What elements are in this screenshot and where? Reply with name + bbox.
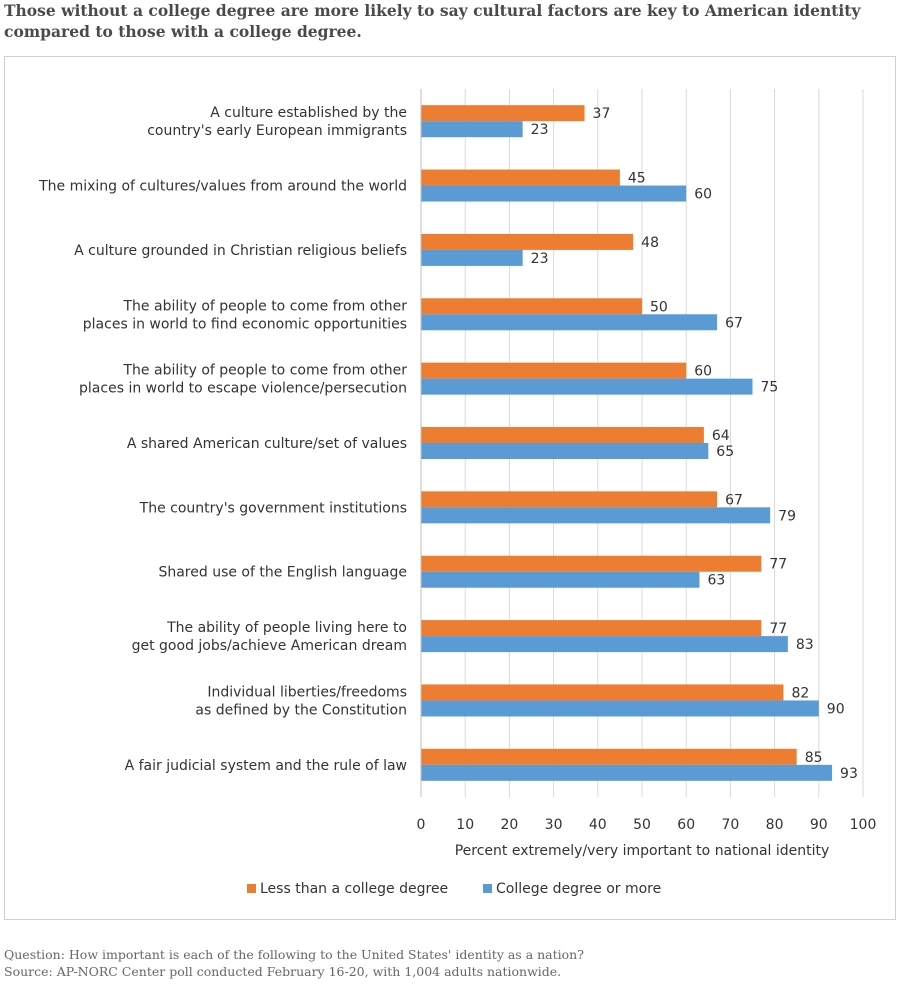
data-label: 65 (716, 444, 734, 460)
data-label: 83 (796, 637, 814, 653)
bar (421, 105, 585, 122)
category-label: The ability of people to come from other (123, 363, 408, 379)
category-label: A fair judicial system and the rule of l… (125, 758, 407, 774)
category-label: A shared American culture/set of values (127, 436, 407, 452)
bar (421, 684, 784, 701)
category-label: The ability of people living here to (166, 620, 407, 636)
x-tick-label: 10 (456, 817, 474, 833)
bar (421, 571, 700, 588)
x-tick-label: 90 (810, 817, 828, 833)
bar (421, 620, 762, 637)
category-label: get good jobs/achieve American dream (132, 638, 407, 654)
footnote-question: Question: How important is each of the f… (4, 947, 584, 962)
bar (421, 298, 642, 315)
data-label: 77 (769, 621, 787, 637)
bar (421, 185, 687, 202)
data-label: 37 (593, 106, 611, 122)
category-label: The country's government institutions (139, 500, 407, 516)
data-label: 82 (791, 685, 809, 701)
data-label: 23 (531, 122, 549, 138)
data-label: 75 (761, 380, 779, 396)
x-tick-label: 60 (677, 817, 695, 833)
x-tick-label: 30 (545, 817, 563, 833)
headline-line-2: compared to those with a college degree. (4, 22, 362, 41)
category-label: Individual liberties/freedoms (207, 684, 407, 700)
data-label: 67 (725, 492, 743, 508)
bar (421, 443, 709, 459)
bar (421, 491, 718, 508)
x-tick-label: 80 (766, 817, 784, 833)
bar (421, 233, 634, 250)
bar (421, 427, 704, 443)
bar-chart: 37 23 A culture established by the country'… (38, 89, 877, 897)
category-label: places in world to find economic opportu… (83, 316, 407, 332)
headline-line-1: Those without a college degree are more … (4, 1, 861, 20)
category-label: Shared use of the English language (158, 565, 407, 581)
data-label: 79 (778, 508, 796, 524)
data-label: 63 (707, 573, 725, 589)
data-label: 93 (840, 766, 858, 782)
bar (421, 362, 687, 379)
bar (421, 700, 819, 717)
data-label: 50 (650, 299, 668, 315)
bar (421, 636, 788, 653)
bar (421, 507, 771, 524)
bar (421, 555, 762, 572)
x-tick-label: 0 (417, 817, 426, 833)
data-label: 90 (827, 701, 845, 717)
data-label: 45 (628, 171, 646, 187)
x-tick-label: 100 (850, 817, 877, 833)
x-tick-label: 70 (721, 817, 739, 833)
x-axis-title: Percent extremely/very important to nati… (455, 843, 830, 859)
legend-swatch (247, 884, 256, 893)
data-label: 77 (769, 557, 787, 573)
data-label: 67 (725, 315, 743, 331)
bar (421, 169, 620, 186)
bar (421, 764, 833, 781)
data-label: 60 (694, 187, 712, 203)
data-label: 85 (805, 750, 823, 766)
bar (421, 378, 753, 395)
data-label: 64 (712, 428, 730, 444)
chart-frame: 37 23 A culture established by the country'… (4, 56, 896, 920)
legend-label: College degree or more (496, 881, 661, 897)
category-label: as defined by the Constitution (195, 702, 407, 718)
category-label: The ability of people to come from other (123, 298, 408, 314)
category-label: A culture established by the (210, 105, 407, 121)
bar (421, 121, 523, 138)
data-label: 23 (531, 251, 549, 267)
footnote-source: Source: AP-NORC Center poll conducted Fe… (4, 964, 562, 979)
x-tick-label: 50 (633, 817, 651, 833)
category-label: A culture grounded in Christian religiou… (74, 243, 407, 259)
bar (421, 748, 797, 765)
chart-headline: Those without a college degree are more … (4, 0, 894, 42)
category-label: country's early European immigrants (147, 123, 407, 139)
bar (421, 314, 718, 331)
category-label: places in world to escape violence/perse… (79, 381, 407, 397)
x-tick-label: 20 (500, 817, 518, 833)
x-tick-label: 40 (589, 817, 607, 833)
bar (421, 249, 523, 266)
footnote: Question: How important is each of the f… (4, 946, 894, 980)
category-label: The mixing of cultures/values from aroun… (38, 179, 407, 195)
data-label: 48 (641, 235, 659, 251)
data-label: 60 (694, 364, 712, 380)
legend-label: Less than a college degree (260, 881, 448, 897)
legend-swatch (483, 884, 492, 893)
